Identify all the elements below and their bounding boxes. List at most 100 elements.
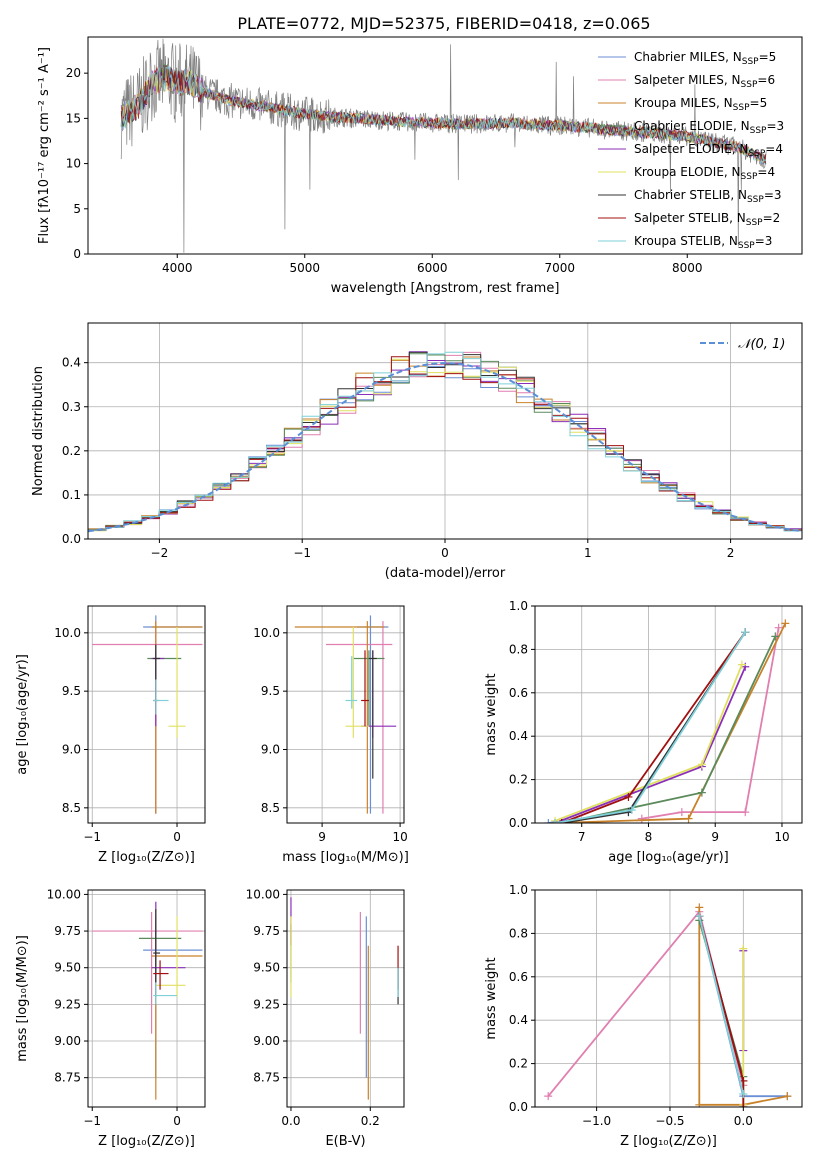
y-tick-label: 9.75 [253, 924, 280, 938]
y-tick-label: 0.4 [509, 1013, 528, 1027]
ticks: −2 −1 0 1 2 0.0 0.1 0.2 0.3 0.4 [62, 356, 735, 560]
mass-weight-series [561, 631, 747, 823]
grid [287, 606, 404, 823]
model-spectrum [120, 65, 767, 164]
y-tick-label: 0.2 [509, 773, 528, 787]
weight-vs-age-panel: 7 8 9 10 0.0 0.2 0.4 0.6 0.8 1.0 age [log₁₀(age/yr… [484, 599, 803, 865]
legend-entry: Kroupa ELODIE, NSSP=4 [634, 165, 775, 182]
error-bar-point [155, 916, 186, 998]
x-axis-label: age [log₁₀(age/yr)] [608, 850, 729, 865]
plot-area [544, 619, 790, 823]
grid [535, 889, 802, 1108]
x-tick-label: 8000 [672, 261, 703, 275]
x-axis-label: Z [log₁₀(Z/Z⊙)] [98, 1134, 195, 1149]
plot-area [88, 351, 802, 533]
x-tick-label: −1 [83, 1114, 101, 1128]
error-bar-point [92, 911, 203, 1034]
mass-weight-marker [695, 1100, 704, 1107]
ticks: 9 10 8.5 9.0 9.5 10.0 [253, 626, 407, 844]
residual-histogram-series [88, 351, 802, 532]
x-tick-label: 7000 [544, 261, 575, 275]
legend-entry: Chabrier MILES, NSSP=5 [634, 50, 776, 67]
y-tick-label: 9.0 [261, 743, 280, 757]
error-bar-point [168, 627, 186, 738]
y-tick-label: 0 [73, 247, 81, 261]
y-axis-label: age [log₁₀(age/yr)] [15, 654, 30, 775]
mass-weight-series [554, 623, 787, 823]
mass-weight-marker [739, 944, 748, 953]
error-bar-point [353, 650, 385, 727]
figure-title: PLATE=0772, MJD=52375, FIBERID=0418, z=0… [237, 14, 650, 33]
x-tick-label: −0.5 [655, 1114, 684, 1128]
ticks: 4000 5000 6000 7000 8000 0 5 10 15 20 [66, 66, 703, 275]
axes-frame [87, 605, 206, 824]
mass-weight-marker [783, 1092, 792, 1101]
grid [88, 890, 205, 1107]
x-tick-label: 0 [173, 1114, 181, 1128]
mass-vs-metallicity-panel: −1 0 8.75 9.00 9.25 9.50 9.75 10.00 Z [log₁₀(Z/Z… [15, 887, 206, 1149]
mass-weight-marker [739, 1089, 748, 1098]
y-tick-label: 5 [73, 202, 81, 216]
spectrum-legend: Chabrier MILES, NSSP=5 Salpeter MILES, NS… [598, 50, 784, 251]
y-tick-label: 9.25 [253, 997, 280, 1011]
mass-weight-marker [551, 819, 560, 823]
y-tick-label: 9.5 [261, 684, 280, 698]
legend-entry: Salpeter MILES, NSSP=6 [634, 73, 775, 90]
legend-entry: Salpeter ELODIE, NSSP=4 [634, 142, 783, 159]
grid [535, 605, 802, 824]
x-tick-label: −1 [293, 546, 311, 560]
ticks: −1.0 −0.5 0.0 0.0 0.2 0.4 0.6 0.8 1.0 [509, 883, 753, 1128]
y-tick-label: 0.8 [509, 642, 528, 656]
mass-weight-marker [774, 623, 783, 632]
y-tick-label: 0.6 [509, 686, 528, 700]
legend-entry: Chabrier ELODIE, NSSP=3 [634, 119, 784, 136]
ticks: −1 0 8.75 9.00 9.25 9.50 9.75 10.00 [47, 887, 181, 1128]
legend-entry: Chabrier STELIB, NSSP=3 [634, 188, 782, 205]
y-tick-label: 0.0 [62, 532, 81, 546]
mass-weight-marker [695, 912, 704, 921]
x-axis-label: Z [log₁₀(Z/Z⊙)] [620, 1134, 717, 1149]
x-tick-label: 5000 [289, 261, 320, 275]
y-tick-label: 0.0 [509, 1100, 528, 1114]
spectrum-panel: 4000 5000 6000 7000 8000 0 5 10 15 20 wavelength [… [37, 36, 803, 296]
x-tick-label: 0.0 [281, 1114, 300, 1128]
y-tick-label: 0.6 [509, 970, 528, 984]
y-tick-label: 0.3 [62, 400, 81, 414]
axes-frame [534, 889, 803, 1108]
y-tick-label: 20 [66, 66, 81, 80]
x-tick-label: 7 [578, 830, 586, 844]
weight-vs-metallicity-panel: −1.0 −0.5 0.0 0.0 0.2 0.4 0.6 0.8 1.0 Z [log₁₀(Z/… [484, 883, 803, 1149]
y-tick-label: 10 [66, 157, 81, 171]
error-bar-point [92, 621, 203, 814]
plot-area [290, 897, 399, 1100]
y-tick-label: 15 [66, 111, 81, 125]
mass-weight-marker [544, 1092, 553, 1101]
y-tick-label: 8.5 [261, 801, 280, 815]
mass-weight-marker [624, 792, 633, 801]
plot-area [92, 615, 203, 814]
axes-frame [286, 605, 405, 824]
y-axis-label: Flux [fλ10⁻¹⁷ erg cm⁻² s⁻¹ A⁻¹] [37, 47, 52, 244]
error-bar-point [153, 679, 169, 715]
mass-weight-marker [627, 805, 636, 814]
plot-area [120, 38, 767, 253]
error-bar-point [326, 621, 393, 814]
y-tick-label: 9.50 [253, 961, 280, 975]
normal-curve [88, 362, 802, 533]
mass-weight-series [561, 631, 747, 823]
plot-area [544, 903, 792, 1107]
error-bar-point [151, 650, 165, 727]
x-tick-label: 0 [441, 546, 449, 560]
error-bar-point [153, 982, 178, 1005]
ticks: 0.0 0.2 8.75 9.00 9.25 9.50 9.75 10.00 [246, 887, 380, 1128]
error-bar-point [361, 650, 369, 727]
y-tick-label: 10.0 [253, 626, 280, 640]
mass-weight-marker [741, 628, 750, 637]
y-tick-label: 0.4 [509, 729, 528, 743]
y-tick-label: 0.4 [62, 356, 81, 370]
x-tick-label: 4000 [162, 261, 193, 275]
y-tick-label: 9.0 [62, 743, 81, 757]
legend-entry: Kroupa STELIB, NSSP=3 [634, 234, 772, 251]
axes-frame [286, 889, 405, 1108]
mass-weight-series [698, 915, 745, 1095]
